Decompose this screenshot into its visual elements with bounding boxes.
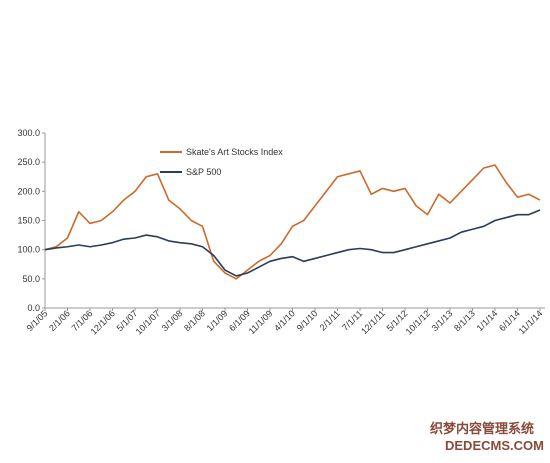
x-tick-label: 3/1/08 <box>160 308 185 333</box>
x-tick-label: 12/1/06 <box>89 308 117 336</box>
watermark: DEDECMS.COM <box>445 438 544 453</box>
series-line <box>44 209 541 277</box>
x-tick-label: 2/1/06 <box>47 308 72 333</box>
x-tick-label: 10/1/07 <box>134 308 162 336</box>
x-tick-label: 1/1/14 <box>475 308 500 333</box>
y-tick-label: 300.0 <box>17 128 40 138</box>
y-tick-label: 50.0 <box>22 274 40 284</box>
x-tick-label: 11/1/14 <box>517 308 545 336</box>
legend-label: S&P 500 <box>186 167 221 177</box>
x-tick-label: 3/1/13 <box>430 308 455 333</box>
y-tick-label: 100.0 <box>17 245 40 255</box>
x-tick-label: 8/1/08 <box>182 308 207 333</box>
x-tick-label: 12/1/11 <box>359 308 387 336</box>
y-tick-label: 0.0 <box>27 303 40 313</box>
x-tick-label: 11/1/09 <box>247 308 275 336</box>
x-tick-label: 8/1/13 <box>452 308 477 333</box>
y-tick-label: 250.0 <box>17 157 40 167</box>
y-tick-label: 200.0 <box>17 186 40 196</box>
x-tick-label: 1/1/09 <box>205 308 230 333</box>
x-tick-label: 10/1/12 <box>404 308 432 336</box>
legend-label: Skate's Art Stocks Index <box>186 147 283 157</box>
watermark: 织梦内容管理系统 <box>430 421 534 436</box>
x-tick-label: 2/1/11 <box>318 308 342 332</box>
series-line <box>44 164 541 280</box>
x-tick-label: 4/1/10 <box>272 308 297 333</box>
y-tick-label: 150.0 <box>17 216 40 226</box>
x-tick-label: 9/1/10 <box>295 308 320 333</box>
